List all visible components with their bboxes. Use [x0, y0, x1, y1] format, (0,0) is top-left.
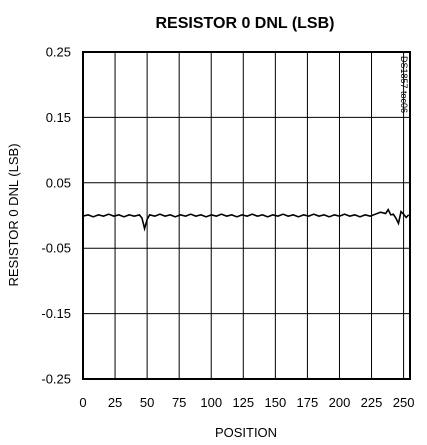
x-tick-label-100: 100: [200, 395, 222, 410]
x-axis-label: POSITION: [215, 425, 277, 440]
y-tick-label-neg0_25: -0.25: [41, 372, 71, 387]
x-tick-label-50: 50: [140, 395, 154, 410]
x-tick-label-175: 175: [297, 395, 319, 410]
y-tick-label-neg0_05: -0.05: [41, 241, 71, 256]
y-tick-labels: 0.25 0.15 0.05 -0.05 -0.15 -0.25: [41, 45, 71, 387]
side-note: DS1857 toc06: [399, 56, 409, 113]
x-tick-label-125: 125: [232, 395, 254, 410]
x-tick-label-75: 75: [172, 395, 186, 410]
grid-lines: [83, 52, 410, 379]
y-tick-label-0_15: 0.15: [46, 110, 71, 125]
y-tick-label-0_05: 0.05: [46, 175, 71, 190]
x-tick-label-225: 225: [361, 395, 383, 410]
y-tick-label-neg0_15: -0.15: [41, 306, 71, 321]
y-tick-label-0_25: 0.25: [46, 45, 71, 60]
x-tick-label-150: 150: [265, 395, 287, 410]
x-tick-label-200: 200: [329, 395, 351, 410]
x-tick-label-25: 25: [108, 395, 122, 410]
chart-title: RESISTOR 0 DNL (LSB): [156, 15, 335, 32]
x-tick-label-0: 0: [79, 395, 86, 410]
y-axis-label: RESISTOR 0 DNL (LSB): [6, 143, 21, 286]
series-line-resistor-0-dnl: [82, 207, 410, 232]
x-tick-label-250: 250: [393, 395, 415, 410]
x-tick-labels: 0 25 50 75 100 125 150 175 200 225 250: [79, 395, 414, 410]
